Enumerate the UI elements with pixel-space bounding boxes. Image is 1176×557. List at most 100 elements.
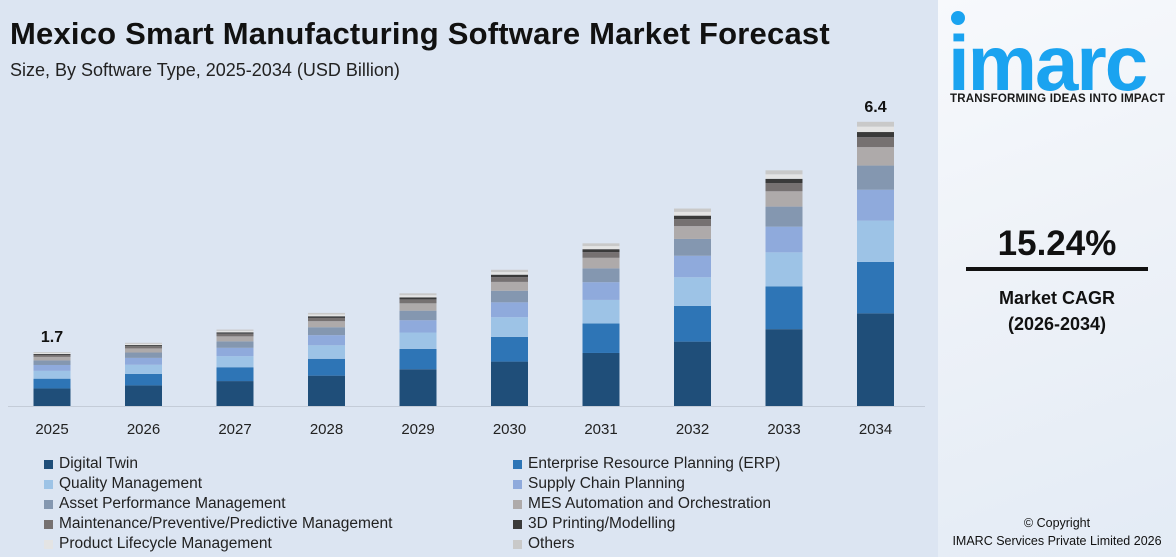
- bar-segment: [674, 277, 711, 306]
- brand-panel: imarc TRANSFORMING IDEAS INTO IMPACT 15.…: [938, 0, 1176, 557]
- bar-segment: [308, 335, 345, 346]
- bar-segment: [399, 299, 437, 304]
- legend-item: Digital Twin: [44, 455, 138, 473]
- legend-item: Quality Management: [44, 475, 202, 493]
- stacked-bar-chart: 2025 1.7 2026 2027 2028 2029 2030 2031 2032 2033 2…: [8, 99, 925, 438]
- bar-segment: [674, 341, 711, 406]
- x-tick-label: 2025: [35, 421, 68, 438]
- bar-segment: [765, 191, 803, 207]
- bar-segment: [216, 356, 254, 368]
- bar-segment: [399, 303, 437, 311]
- bar-segment: [491, 277, 528, 282]
- bar-segment: [308, 312, 345, 315]
- bar-segment: [674, 305, 711, 342]
- bar-segment: [125, 385, 162, 406]
- data-label: 1.7: [41, 329, 63, 346]
- bar-segment: [674, 226, 711, 239]
- data-label: 6.4: [864, 99, 886, 116]
- bar-segment: [582, 282, 620, 300]
- legend-item: Maintenance/Preventive/Predictive Manage…: [44, 515, 392, 533]
- bar-segment: [399, 369, 437, 406]
- bar-segment: [399, 348, 437, 370]
- bar-segment: [857, 261, 894, 314]
- bar-segment: [765, 178, 803, 184]
- x-tick-label: 2033: [767, 421, 800, 438]
- bar-segment: [216, 336, 254, 342]
- bar-segment: [582, 249, 620, 253]
- bar-segment: [33, 388, 71, 406]
- bar-segment: [857, 313, 894, 406]
- x-tick-label: 2028: [310, 421, 343, 438]
- bar-segment: [765, 174, 803, 179]
- bar-segment: [857, 147, 894, 166]
- chart-title: Mexico Smart Manufacturing Software Mark…: [10, 16, 830, 51]
- legend-swatch: [44, 459, 53, 469]
- bar-segment: [216, 381, 254, 406]
- bar-segment: [33, 364, 71, 371]
- bar-segment: [33, 360, 71, 365]
- bar-segment: [308, 317, 345, 322]
- legend-swatch: [513, 519, 522, 529]
- legend-swatch: [44, 499, 53, 509]
- copyright-company: IMARC Services Private Limited 2026: [952, 534, 1162, 548]
- bar-segment: [33, 355, 71, 357]
- legend-label: Digital Twin: [59, 455, 138, 472]
- legend-item: MES Automation and Orchestration: [513, 495, 771, 513]
- x-tick-label: 2032: [676, 421, 709, 438]
- bar-segment: [216, 347, 254, 357]
- bar-segment: [582, 246, 620, 250]
- bar-segment: [216, 333, 254, 337]
- bar-segment: [674, 255, 711, 278]
- bar-segment: [765, 286, 803, 330]
- legend-label: Asset Performance Management: [59, 495, 286, 512]
- legend-label: MES Automation and Orchestration: [528, 495, 771, 512]
- bar-segment: [857, 126, 894, 133]
- bar-segment: [765, 206, 803, 227]
- bar-segment: [491, 302, 528, 318]
- bar-segment: [399, 295, 437, 298]
- chart-subtitle: Size, By Software Type, 2025-2034 (USD B…: [10, 60, 400, 80]
- chart-panel: Mexico Smart Manufacturing Software Mark…: [8, 16, 925, 553]
- divider: [966, 267, 1148, 271]
- bar-segment: [491, 290, 528, 303]
- bar-segment: [33, 354, 71, 356]
- x-tick-label: 2027: [218, 421, 251, 438]
- legend-item: Asset Performance Management: [44, 495, 286, 513]
- bar-segment: [308, 345, 345, 359]
- bar-segment: [674, 211, 711, 216]
- legend-swatch: [44, 519, 53, 529]
- bar-segment: [491, 272, 528, 275]
- bar-segment: [674, 208, 711, 212]
- bar-segment: [125, 357, 162, 365]
- legend-label: 3D Printing/Modelling: [528, 515, 676, 532]
- legend-item: Others: [513, 535, 575, 553]
- bar-segment: [33, 370, 71, 379]
- bar-segment: [857, 189, 894, 221]
- x-tick-label: 2029: [401, 421, 434, 438]
- legend-swatch: [44, 539, 53, 549]
- bar-segment: [33, 356, 71, 361]
- bar-segment: [125, 346, 162, 349]
- bar-segment: [765, 170, 803, 175]
- bar-segment: [125, 342, 162, 344]
- legend-swatch: [513, 499, 522, 509]
- bar-segment: [765, 183, 803, 192]
- brand-tagline: TRANSFORMING IDEAS INTO IMPACT: [950, 93, 1166, 105]
- bar-segment: [765, 329, 803, 406]
- bar-segment: [582, 323, 620, 353]
- bar-segment: [308, 321, 345, 328]
- bar-segment: [33, 353, 71, 355]
- copyright-text: © Copyright: [1023, 516, 1091, 530]
- cagr-label-text: Market CAGR: [998, 288, 1116, 308]
- bar-segment: [399, 293, 437, 296]
- bar-segment: [308, 316, 345, 318]
- legend-item: Supply Chain Planning: [513, 475, 685, 493]
- bar-segment: [582, 299, 620, 324]
- bar-segment: [674, 219, 711, 227]
- bar-segment: [308, 358, 345, 376]
- cagr-period: (2026-2034): [1007, 314, 1107, 334]
- x-tick-label: 2030: [493, 421, 526, 438]
- bar-segment: [582, 268, 620, 283]
- bar-segment: [765, 252, 803, 287]
- cagr-label: Market CAGR (2026-2034): [938, 285, 1176, 337]
